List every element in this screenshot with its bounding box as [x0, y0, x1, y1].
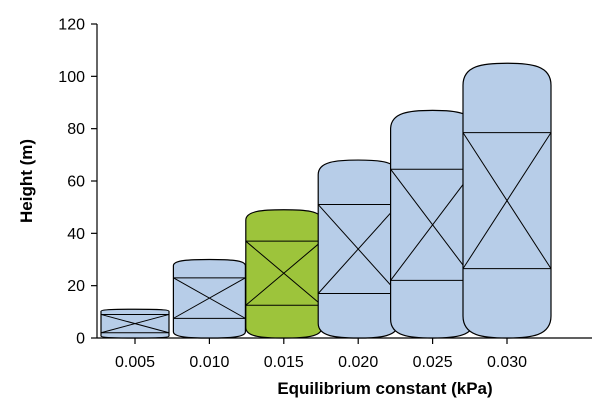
y-axis-title: Height (m): [17, 139, 36, 223]
x-tick-label: 0.020: [338, 354, 378, 371]
y-tick-label: 120: [58, 17, 85, 34]
vessel-body: [245, 209, 323, 339]
section-diagonal: [462, 132, 552, 269]
y-tick-label: 100: [58, 69, 85, 86]
x-tick-label: 0.010: [189, 354, 229, 371]
x-tick-label: 0.015: [264, 354, 304, 371]
vessel-0.030: [462, 62, 552, 339]
x-tick-label: 0.005: [115, 354, 155, 371]
section-diagonal: [245, 240, 323, 306]
section-diagonal: [173, 277, 246, 319]
section-diagonal: [100, 313, 170, 334]
x-tick-label: 0.025: [413, 354, 453, 371]
vessel-body: [172, 258, 246, 339]
y-tick-label: 40: [67, 226, 85, 243]
section-diagonal: [317, 204, 399, 294]
vessels: [100, 62, 552, 339]
vessel-0.010: [172, 258, 246, 339]
vessel-0.005: [100, 308, 170, 339]
vessel-0.015: [245, 209, 323, 339]
x-axis: 0.005 0.010 0.015 0.020 0.025 0.030: [97, 337, 592, 371]
y-tick-label: 20: [67, 278, 85, 295]
vessel-0.020: [317, 159, 399, 339]
section-diagonal: [390, 168, 475, 281]
y-axis: 0 20 40 60 80 100 120: [58, 17, 98, 348]
y-tick-label: 80: [67, 121, 85, 138]
y-tick-label: 0: [76, 331, 85, 348]
x-tick-label: 0.030: [487, 354, 527, 371]
y-tick-label: 60: [67, 174, 85, 191]
vessel-0.025: [390, 109, 476, 339]
x-axis-title: Equilibrium constant (kPa): [277, 379, 492, 398]
